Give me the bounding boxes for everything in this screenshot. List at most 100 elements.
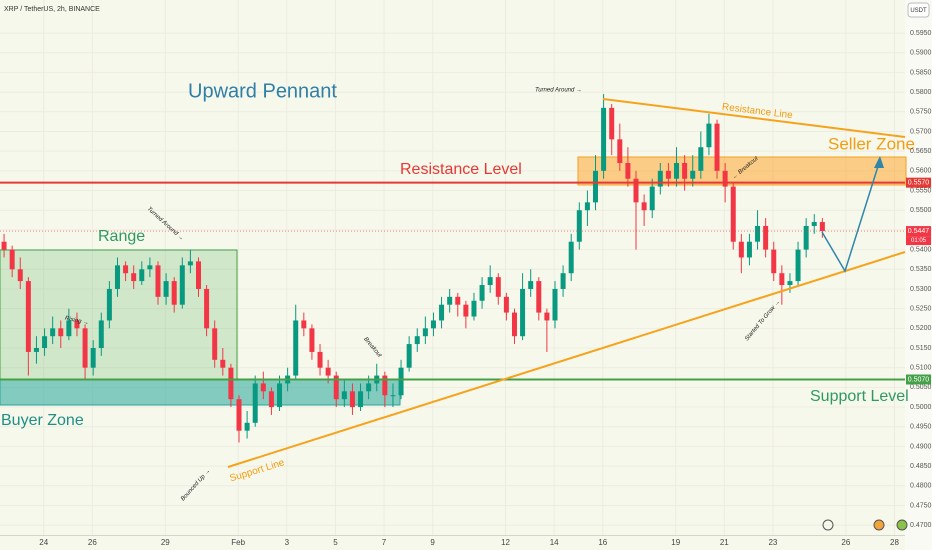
- candle-body: [625, 162, 631, 179]
- candle-body: [584, 202, 590, 211]
- candle-body: [649, 186, 655, 211]
- y-tick-label: 0.4950: [910, 424, 932, 431]
- candle-body: [520, 288, 526, 337]
- y-tick-label: 0.5300: [910, 286, 932, 293]
- candle-body: [811, 222, 817, 226]
- candle-body: [698, 147, 704, 171]
- projection-arrowhead: [874, 156, 884, 168]
- buyer-zone-box: [0, 379, 401, 406]
- y-tick-label: 0.5550: [910, 187, 932, 194]
- candle-body: [641, 202, 647, 211]
- candle-body: [552, 288, 558, 321]
- candle-body: [617, 139, 623, 163]
- candle-body: [568, 241, 574, 274]
- candle-body: [325, 367, 331, 376]
- candle-body: [341, 391, 347, 400]
- candle-body: [503, 296, 509, 313]
- candle-body: [439, 304, 445, 321]
- candle-body: [479, 285, 485, 301]
- candle-body: [155, 265, 161, 297]
- candle-body: [706, 123, 712, 148]
- candle-body: [665, 170, 671, 179]
- currency-label: USDT: [910, 8, 927, 14]
- candle-body: [601, 107, 607, 171]
- annotation: Turned Around →: [535, 88, 582, 94]
- projection-path: [821, 159, 881, 273]
- icon[interactable]: [873, 519, 885, 531]
- candle-body: [487, 277, 493, 286]
- candle-body: [674, 162, 680, 179]
- candle-body: [179, 265, 185, 305]
- candle-body: [382, 375, 388, 396]
- candle-body: [738, 241, 744, 258]
- icon[interactable]: [896, 519, 908, 531]
- levels: [0, 181, 905, 381]
- grid: [0, 0, 905, 535]
- candle-body: [33, 348, 39, 352]
- candle-body: [106, 288, 112, 321]
- candle-body: [779, 273, 785, 286]
- y-tick-label: 0.4700: [910, 522, 932, 529]
- x-tick-label: 24: [39, 538, 48, 547]
- y-tick-label: 0.4900: [910, 443, 932, 450]
- candle-body: [349, 391, 355, 408]
- candle-body: [90, 348, 96, 368]
- y-tick-label: 0.5100: [910, 365, 932, 372]
- x-tick-label: 16: [598, 538, 607, 547]
- y-tick-label: 0.5850: [910, 69, 932, 76]
- icon[interactable]: [822, 519, 834, 531]
- candle-body: [414, 336, 420, 345]
- price-axis-panel: [905, 0, 932, 550]
- y-tick-label: 0.5750: [910, 109, 932, 116]
- candle-body: [220, 359, 226, 368]
- candle-body: [244, 422, 250, 431]
- candle-body: [819, 222, 825, 232]
- y-tick-label: 0.5650: [910, 148, 932, 155]
- price-badge: [906, 226, 931, 237]
- y-tick-label: 0.5800: [910, 89, 932, 96]
- y-tick-label: 0.5200: [910, 325, 932, 332]
- candle-body: [301, 320, 307, 329]
- countdown-label: 01:05: [911, 238, 927, 244]
- candle-body: [17, 269, 23, 282]
- candle-body: [74, 320, 80, 329]
- x-tick-label: 19: [671, 538, 680, 547]
- price-badge: [906, 374, 931, 385]
- candle-body: [1, 241, 7, 250]
- candle-body: [447, 296, 453, 305]
- annotation: Upward Pennant: [188, 80, 337, 102]
- candle-body: [252, 383, 258, 423]
- y-tick-label: 0.5400: [910, 246, 932, 253]
- y-tick-label: 0.5600: [910, 168, 932, 175]
- candle-body: [560, 273, 566, 289]
- x-tick-label: 23: [768, 538, 777, 547]
- annotation: Support Level: [810, 388, 909, 405]
- x-tick-label: 14: [550, 538, 559, 547]
- candle-body: [755, 225, 761, 242]
- candle-body: [795, 249, 801, 282]
- candle-body: [471, 300, 477, 317]
- countdown-badge: [906, 236, 931, 246]
- candle-body: [609, 107, 615, 140]
- candle-body: [171, 281, 177, 305]
- y-tick-label: 0.5700: [910, 128, 932, 135]
- y-tick-label: 0.5150: [910, 345, 932, 352]
- candle-body: [511, 312, 517, 337]
- y-tick-label: 0.5000: [910, 404, 932, 411]
- currency-badge[interactable]: [907, 2, 930, 18]
- y-tick-label: 0.4800: [910, 483, 932, 490]
- candle-body: [763, 225, 769, 250]
- price-badge: [906, 177, 931, 188]
- candle-body: [131, 273, 137, 282]
- annotation: Range: [98, 228, 145, 245]
- candle-body: [58, 328, 64, 337]
- candle-body: [98, 320, 104, 349]
- chart-title: XRP / TetherUS, 2h, BINANCE: [4, 6, 100, 13]
- candle-body: [147, 265, 153, 270]
- candle-body: [139, 269, 145, 282]
- candle-body: [317, 351, 323, 368]
- candle-body: [422, 328, 428, 337]
- x-tick-label: 28: [890, 538, 899, 547]
- candle-body: [633, 178, 639, 203]
